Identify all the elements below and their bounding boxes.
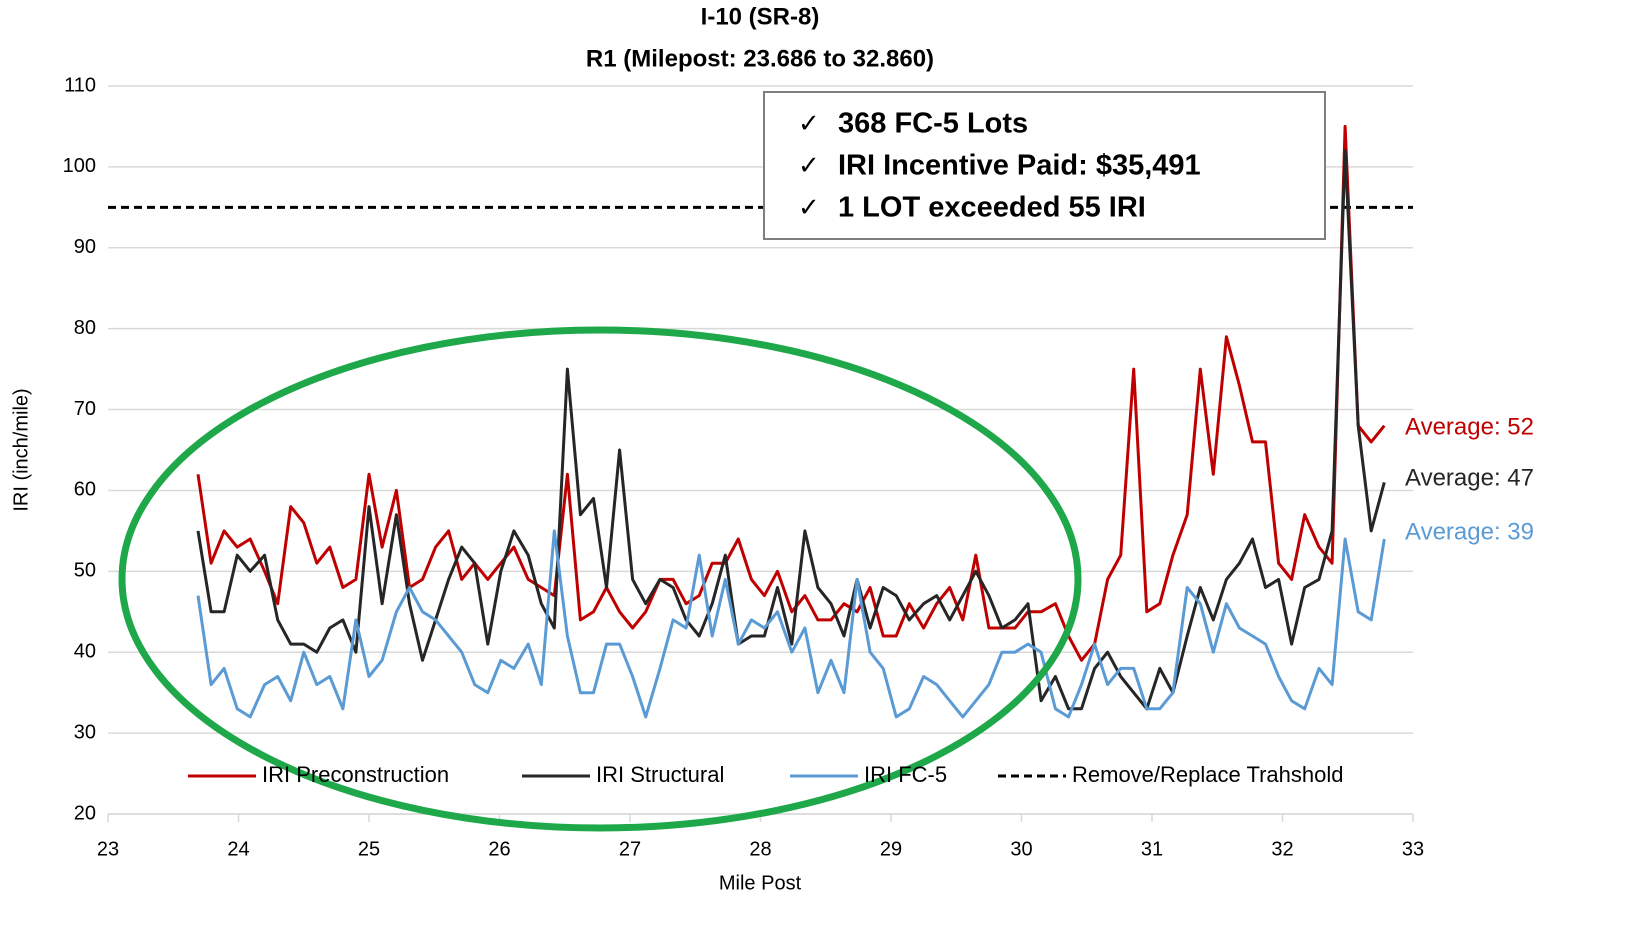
- x-tick-label: 24: [227, 838, 249, 860]
- series-line: [196, 149, 1386, 711]
- annotation-text: 368 FC-5 Lots: [838, 108, 1028, 140]
- series-line: [196, 124, 1386, 662]
- check-icon: ✓: [798, 108, 820, 138]
- average-label: Average: 52: [1405, 413, 1534, 440]
- y-tick-label: 40: [74, 641, 96, 663]
- x-tick-label: 30: [1010, 838, 1032, 860]
- legend-label: IRI Preconstruction: [262, 762, 449, 787]
- x-tick-label: 23: [97, 838, 119, 860]
- y-tick-label: 110: [64, 74, 96, 96]
- y-tick-label: 20: [74, 802, 96, 824]
- x-tick-label: 28: [749, 838, 771, 860]
- legend-label: IRI Structural: [596, 762, 724, 787]
- average-label: Average: 39: [1405, 518, 1534, 545]
- x-tick-label: 29: [880, 838, 902, 860]
- annotation-text: 1 LOT exceeded 55 IRI: [838, 192, 1146, 224]
- series-line: [196, 529, 1386, 719]
- x-tick-label: 32: [1271, 838, 1293, 860]
- highlight-ellipse: [118, 326, 1082, 832]
- x-tick-label: 26: [488, 838, 510, 860]
- x-tick-label: 31: [1141, 838, 1163, 860]
- legend-label: Remove/Replace Trahshold: [1072, 762, 1343, 787]
- annotation-text: IRI Incentive Paid: $35,491: [838, 150, 1201, 182]
- y-tick-label: 60: [74, 479, 96, 501]
- check-icon: ✓: [798, 150, 820, 180]
- y-tick-label: 50: [74, 560, 96, 582]
- x-tick-label: 25: [358, 838, 380, 860]
- y-tick-label: 30: [74, 721, 96, 743]
- legend-label: IRI FC-5: [864, 762, 947, 787]
- chart-subtitle: R1 (Milepost: 23.686 to 32.860): [586, 45, 934, 72]
- y-tick-label: 100: [63, 155, 96, 177]
- x-axis-label: Mile Post: [719, 872, 802, 894]
- annotation-box: [763, 91, 1326, 240]
- x-tick-label: 33: [1402, 838, 1424, 860]
- average-label: Average: 47: [1405, 464, 1534, 491]
- y-axis-label: IRI (inch/mile): [10, 388, 32, 511]
- y-tick-label: 90: [74, 236, 96, 258]
- y-tick-label: 70: [74, 398, 96, 420]
- chart-title: I-10 (SR-8): [701, 3, 820, 30]
- check-icon: ✓: [798, 192, 820, 222]
- y-tick-label: 80: [74, 317, 96, 339]
- x-tick-label: 27: [619, 838, 641, 860]
